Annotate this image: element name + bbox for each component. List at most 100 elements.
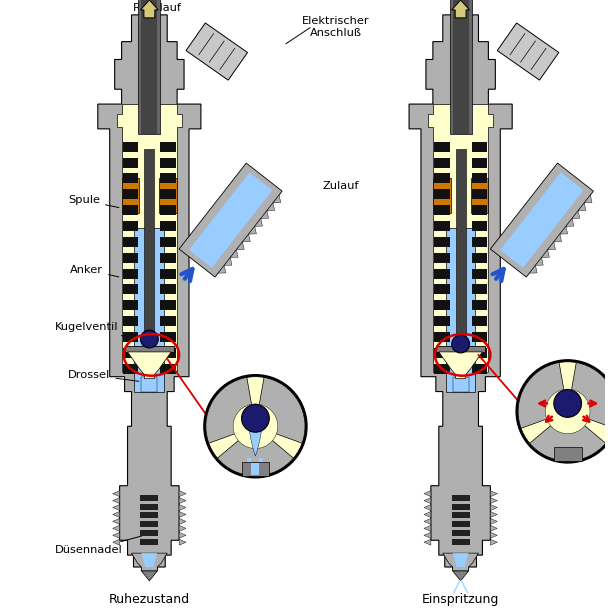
Text: Düsennadel: Düsennadel [55,536,142,555]
Bar [123,142,139,151]
Polygon shape [497,23,559,80]
Polygon shape [128,352,171,379]
Polygon shape [112,491,120,497]
Circle shape [452,335,469,353]
Bar [452,530,469,536]
Polygon shape [112,519,120,524]
Polygon shape [117,104,182,371]
Bar [451,39,471,104]
Polygon shape [267,203,275,210]
Circle shape [140,330,158,348]
Polygon shape [142,571,157,581]
Bar [161,300,176,310]
Bar [451,0,471,15]
Circle shape [206,377,305,476]
Bar [472,189,488,199]
Bar [472,285,488,294]
Polygon shape [572,210,580,218]
Bar [123,316,139,326]
Polygon shape [218,265,226,273]
Polygon shape [453,553,469,567]
Bar [123,332,139,342]
Bar [451,0,471,41]
Polygon shape [428,104,493,371]
Bar [472,205,488,215]
Bar [140,503,158,510]
Polygon shape [491,491,497,497]
Bar [453,0,469,134]
Bar [140,513,158,519]
Bar [252,463,260,475]
Bar [434,332,450,342]
Polygon shape [249,431,261,456]
Polygon shape [560,226,568,234]
Polygon shape [179,539,186,545]
Bar [142,377,157,392]
Circle shape [233,404,278,449]
Bar [161,205,176,215]
Bar [161,142,176,151]
Circle shape [516,360,608,463]
Bar [161,332,176,342]
Bar [434,157,450,168]
Text: Zulauf: Zulauf [323,181,359,192]
Polygon shape [261,210,269,218]
Polygon shape [179,525,186,531]
Polygon shape [112,511,120,517]
Polygon shape [179,491,186,497]
Polygon shape [188,172,273,268]
Bar [452,503,469,510]
Bar [450,0,472,134]
Bar [159,178,177,213]
Text: Ruhezustand: Ruhezustand [109,593,190,606]
Polygon shape [566,218,574,226]
Bar [472,173,488,184]
Bar [161,285,176,294]
Wedge shape [530,412,606,461]
Bar [123,285,139,294]
Circle shape [554,390,582,417]
Polygon shape [424,497,431,503]
Polygon shape [249,226,257,234]
Bar [140,495,158,500]
Bar [434,221,450,231]
Bar [472,300,488,310]
Polygon shape [500,172,584,268]
Polygon shape [112,539,120,545]
Bar [161,189,176,199]
Polygon shape [491,533,497,538]
Bar [123,348,139,358]
Bar [123,221,139,231]
Bar [241,462,269,476]
Polygon shape [584,195,592,203]
Bar [472,253,488,263]
Bar [472,157,488,168]
Polygon shape [230,250,238,258]
Polygon shape [179,519,186,524]
Bar [434,285,450,294]
Bar [434,237,450,247]
Polygon shape [443,553,478,571]
Polygon shape [273,195,281,203]
Bar [125,346,174,352]
Polygon shape [491,505,497,511]
Polygon shape [424,519,431,524]
Polygon shape [131,553,167,571]
Bar [161,348,176,358]
Bar [471,178,488,213]
Bar [452,513,469,519]
Polygon shape [439,352,482,379]
Polygon shape [179,533,186,538]
Bar [140,539,158,545]
Polygon shape [424,505,431,511]
Polygon shape [112,505,120,511]
Wedge shape [518,362,568,428]
Bar [139,39,159,104]
Bar [434,300,450,310]
Polygon shape [578,203,586,210]
Bar [453,377,469,392]
Bar [472,348,488,358]
Bar [123,157,139,168]
Bar [140,530,158,536]
Polygon shape [491,163,593,277]
